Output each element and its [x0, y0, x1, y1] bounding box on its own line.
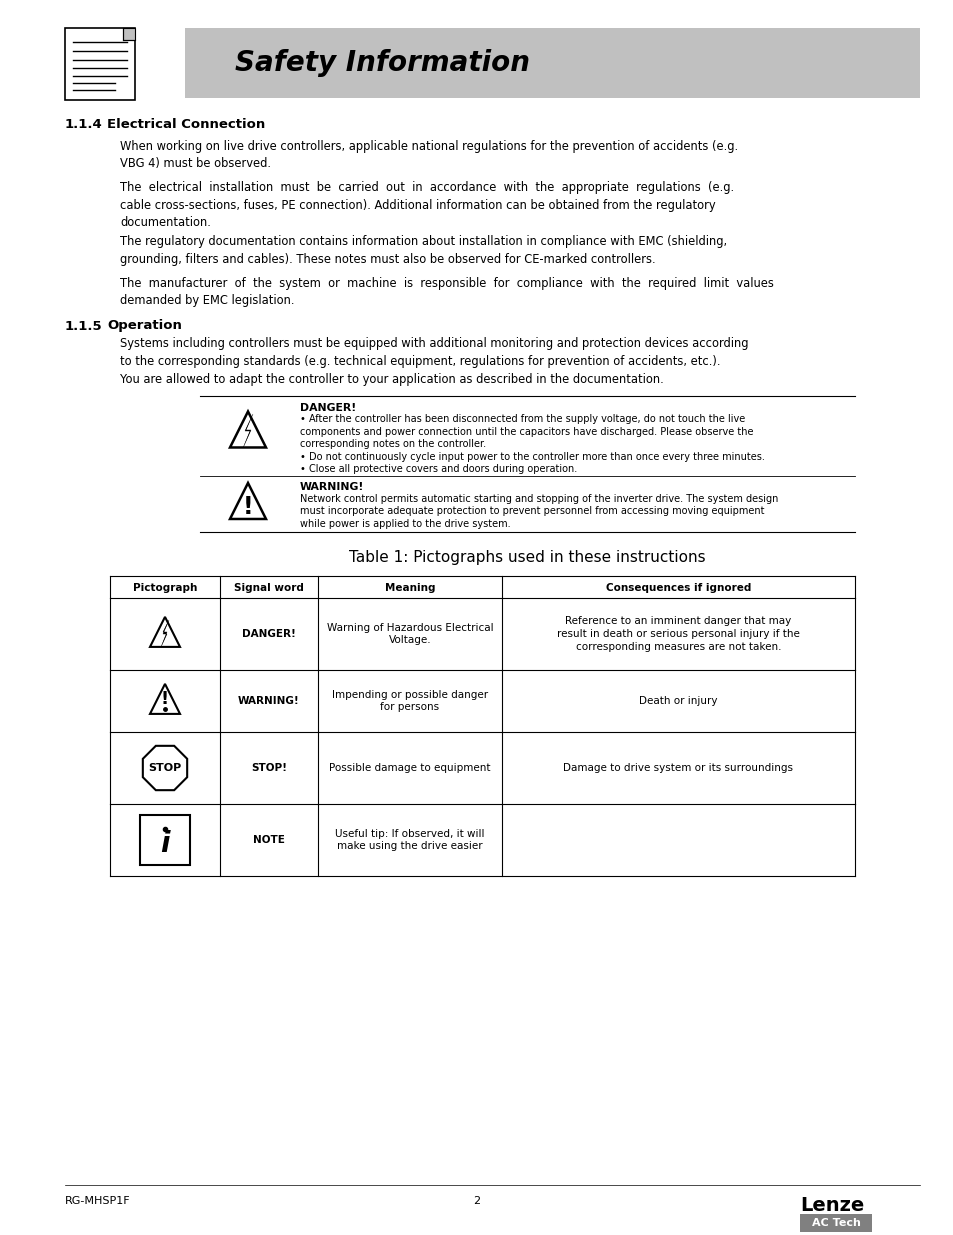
Text: Lenze: Lenze [800, 1195, 863, 1215]
Polygon shape [243, 414, 253, 448]
Text: 1.1.5: 1.1.5 [65, 320, 103, 332]
Bar [185, 28, 919, 98]
Text: !: ! [161, 690, 169, 708]
Polygon shape [161, 620, 169, 647]
Text: The regulatory documentation contains information about installation in complian: The regulatory documentation contains in… [120, 236, 726, 266]
Text: Warning of Hazardous Electrical
Voltage.: Warning of Hazardous Electrical Voltage. [326, 622, 493, 646]
Polygon shape [230, 411, 266, 447]
Text: • After the controller has been disconnected from the supply voltage, do not tou: • After the controller has been disconne… [299, 414, 764, 474]
Text: 1.1.4: 1.1.4 [65, 119, 103, 131]
Text: Possible damage to equipment: Possible damage to equipment [329, 763, 490, 773]
Text: AC Tech: AC Tech [811, 1218, 860, 1228]
Bar [800, 1214, 871, 1233]
Polygon shape [123, 28, 135, 40]
Text: Operation: Operation [107, 320, 182, 332]
Text: STOP: STOP [149, 763, 181, 773]
Text: Systems including controllers must be equipped with additional monitoring and pr: Systems including controllers must be eq… [120, 337, 748, 385]
Text: Meaning: Meaning [384, 583, 435, 593]
Bar [65, 28, 135, 100]
Text: Network control permits automatic starting and stopping of the inverter drive. T: Network control permits automatic starti… [299, 494, 778, 529]
Text: The  manufacturer  of  the  system  or  machine  is  responsible  for  complianc: The manufacturer of the system or machin… [120, 277, 773, 308]
Bar [140, 815, 190, 864]
Polygon shape [150, 618, 180, 647]
Text: DANGER!: DANGER! [242, 629, 295, 638]
Text: Electrical Connection: Electrical Connection [107, 119, 265, 131]
Polygon shape [150, 684, 180, 714]
Text: 2: 2 [473, 1195, 480, 1207]
Text: Impending or possible danger
for persons: Impending or possible danger for persons [332, 689, 488, 713]
Polygon shape [143, 746, 187, 790]
Text: NOTE: NOTE [253, 835, 285, 845]
Text: WARNING!: WARNING! [238, 697, 299, 706]
Text: i: i [160, 830, 170, 858]
Text: STOP!: STOP! [251, 763, 287, 773]
Text: DANGER!: DANGER! [299, 403, 355, 412]
Text: Damage to drive system or its surroundings: Damage to drive system or its surroundin… [563, 763, 793, 773]
Text: The  electrical  installation  must  be  carried  out  in  accordance  with  the: The electrical installation must be carr… [120, 182, 734, 228]
Text: Consequences if ignored: Consequences if ignored [605, 583, 750, 593]
Text: WARNING!: WARNING! [299, 483, 364, 493]
Polygon shape [230, 483, 266, 519]
Text: Signal word: Signal word [233, 583, 304, 593]
Text: Safety Information: Safety Information [234, 49, 530, 77]
Text: When working on live drive controllers, applicable national regulations for the : When working on live drive controllers, … [120, 140, 738, 170]
Text: Useful tip: If observed, it will
make using the drive easier: Useful tip: If observed, it will make us… [335, 829, 484, 851]
Text: Death or injury: Death or injury [639, 697, 717, 706]
Text: Reference to an imminent danger that may
result in death or serious personal inj: Reference to an imminent danger that may… [557, 616, 800, 652]
Text: Table 1: Pictographs used in these instructions: Table 1: Pictographs used in these instr… [349, 550, 705, 564]
Text: Pictograph: Pictograph [132, 583, 197, 593]
Text: RG-MHSP1F: RG-MHSP1F [65, 1195, 131, 1207]
Text: !: ! [242, 494, 253, 519]
